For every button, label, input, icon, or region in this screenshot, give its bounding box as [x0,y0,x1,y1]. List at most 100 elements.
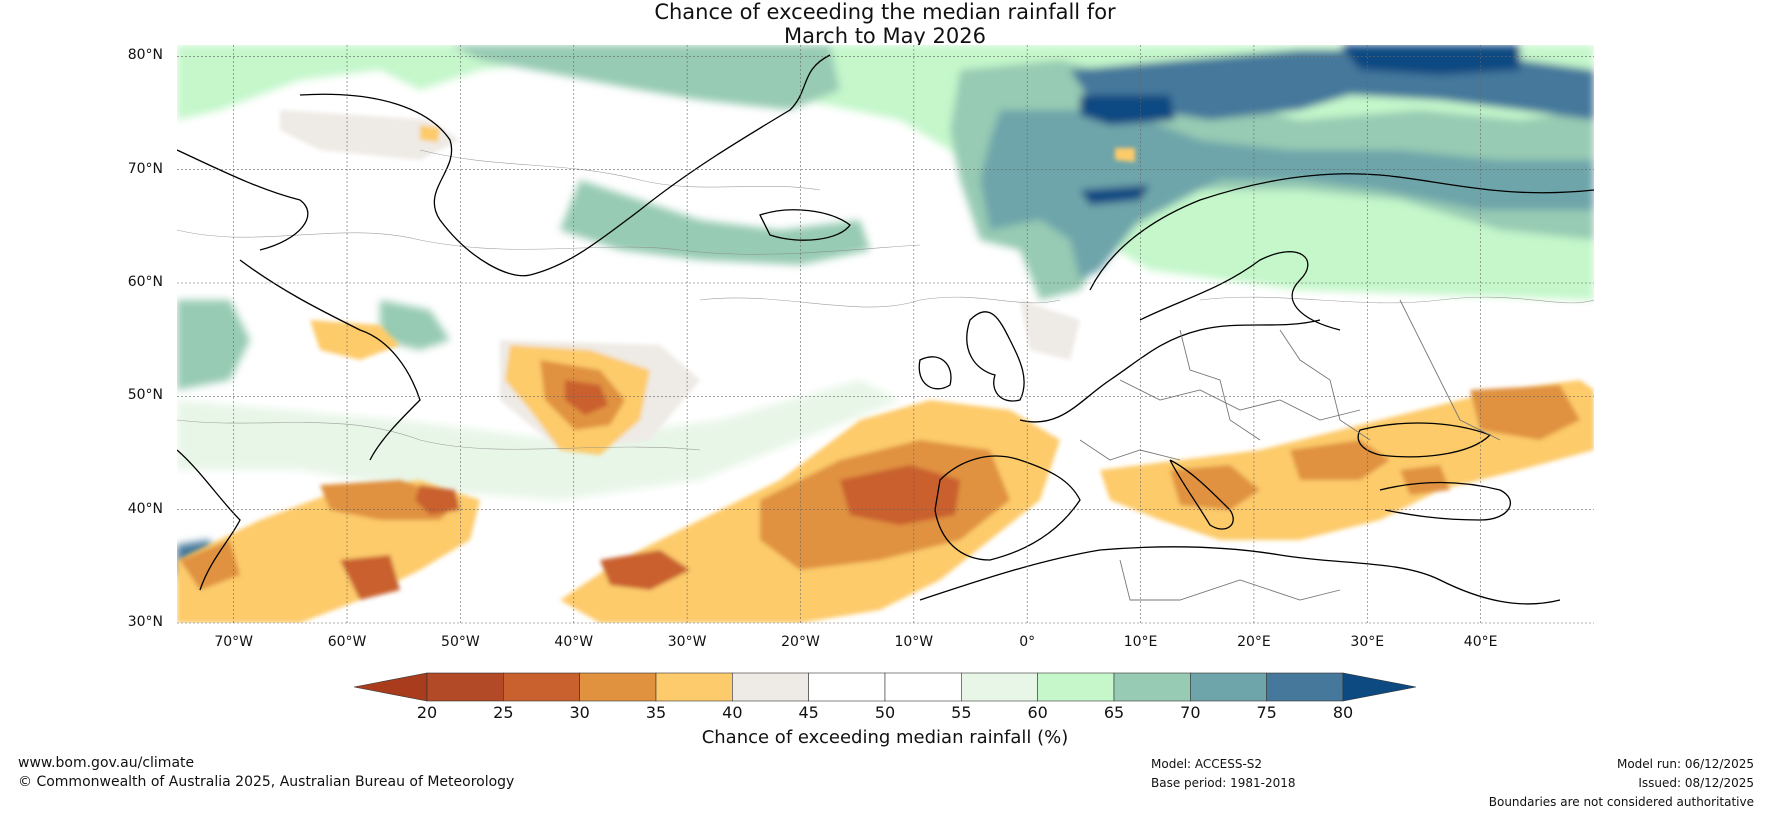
dry-region-west-atlantic-south-2 [340,555,400,600]
colorbar-segment [808,672,886,702]
graticule [177,45,1594,624]
colorbar-segment [1113,672,1191,702]
coast-uk [966,311,1025,402]
wet-region-central-atlantic [560,180,870,265]
lat-label: 70°N [127,160,163,177]
border-4 [1399,299,1501,441]
lon-label: 30°W [667,634,707,650]
contour-line-2 [177,419,701,451]
contour-line-4 [1199,296,1594,304]
coast-africa-north [919,546,1561,605]
colorbar-segment [884,672,962,702]
border-5 [1079,439,1181,461]
lat-label: 50°N [127,387,163,404]
map-field [177,45,1594,623]
colorbar-tick-label: 35 [645,703,667,722]
model-run-date: Model run: 06/12/2025 [1616,757,1754,771]
dry-region-greenland-east [420,125,440,142]
model-name: Model: ACCESS-S2 [1151,757,1263,771]
colorbar-tick-label: 25 [493,703,514,722]
title-line-1: Chance of exceeding the median rainfall … [654,0,1116,24]
coast-greenland [299,54,831,277]
dry-region-norway-islet [1115,148,1135,162]
colorbar-segment [961,672,1038,702]
coast-western-europe [1019,319,1321,423]
colorbar-tick-label: 75 [1256,703,1277,722]
colorbar-tick-label: 45 [798,703,819,722]
colorbar-tick-label: 80 [1332,703,1354,722]
chart-title: Chance of exceeding the median rainfall … [0,0,1770,48]
dry-region-west-atlantic-south [180,540,240,590]
coast-iberia [934,455,1081,561]
dry-region-caspian [1470,385,1580,440]
colorbar-segment [579,672,657,702]
colorbar-segment [732,672,809,702]
website-link[interactable]: www.bom.gov.au/climate [18,755,195,771]
colorbar-tick-label: 65 [1103,703,1125,722]
lon-label: 10°E [1123,634,1158,650]
lon-label: 50°W [441,634,480,650]
coast-labrador [239,259,421,461]
dry-region-iberia-center [840,465,960,525]
lon-label: 20°E [1237,634,1271,650]
wet-region-norway-coast [1080,185,1150,205]
lon-label: 40°E [1463,634,1498,650]
lat-label: 40°N [127,500,163,517]
colorbar-segment [503,672,580,702]
issued-date: Issued: 08/12/2025 [1638,776,1754,790]
coast-italy [1169,459,1234,530]
contour-lines [177,149,1594,451]
coastlines [177,54,1594,605]
dry-region-turkey-black-sea [1290,440,1390,480]
colorbar-tick-label: 40 [722,703,743,722]
lon-label: 70°W [214,634,253,650]
colorbar-tick-label: 20 [416,703,438,722]
coast-black-sea [1357,422,1492,458]
colorbar [353,672,1417,702]
colorbar-segment [1266,672,1344,702]
dry-region-italy-balkans [1170,465,1260,510]
colorbar-tick-label: 50 [874,703,896,722]
contour-line-3 [699,296,1061,308]
colorbar-tick-label: 30 [569,703,590,722]
wet-region-labrador-coast [177,300,250,390]
colorbar-segment [1037,672,1115,702]
border-6 [1119,559,1341,601]
lat-label: 30°N [127,614,163,630]
colorbar-extend-low [353,672,428,702]
lon-label: 40°W [554,634,594,650]
dry-region-west-europe [1020,300,1080,360]
boundary-disclaimer: Boundaries are not considered authoritat… [1488,795,1754,809]
country-borders [1079,299,1501,601]
contour-line-5 [419,149,821,191]
colorbar-label: Chance of exceeding median rainfall (%) [701,727,1069,748]
wet-region-iceland-south [380,300,450,350]
border-1 [1119,379,1361,421]
copyright-notice: © Commonwealth of Australia 2025, Austra… [18,774,515,790]
colorbar-segment [1190,672,1267,702]
lat-label: 80°N [127,47,163,64]
dry-region-mid-atlantic-center [565,380,608,415]
wet-region-greenland-sea [450,45,840,110]
colorbar-segment [655,672,733,702]
title-line-2: March to May 2026 [784,24,986,48]
dry-region-atlantic-southwest [600,550,690,590]
dry-region-newfoundland [310,320,400,360]
lat-label: 60°N [127,274,163,290]
colorbar-tick-label: 60 [1027,703,1048,722]
colorbar-tick-label: 55 [951,703,972,722]
coast-ireland [918,356,952,390]
lon-label: 10°W [894,634,934,650]
lon-label: 0° [1019,634,1036,650]
dry-region-greenland-south [280,110,460,160]
lon-label: 30°E [1350,634,1385,650]
wet-region-svalbard [1080,95,1175,125]
coast-us-east [177,449,241,591]
colorbar-extend-high [1342,672,1417,702]
coast-turkey [1379,481,1512,521]
border-3 [1279,329,1371,441]
wet-region-atlantic-west [177,380,900,500]
lon-label: 20°W [781,634,820,650]
colorbar-segment [426,672,504,702]
